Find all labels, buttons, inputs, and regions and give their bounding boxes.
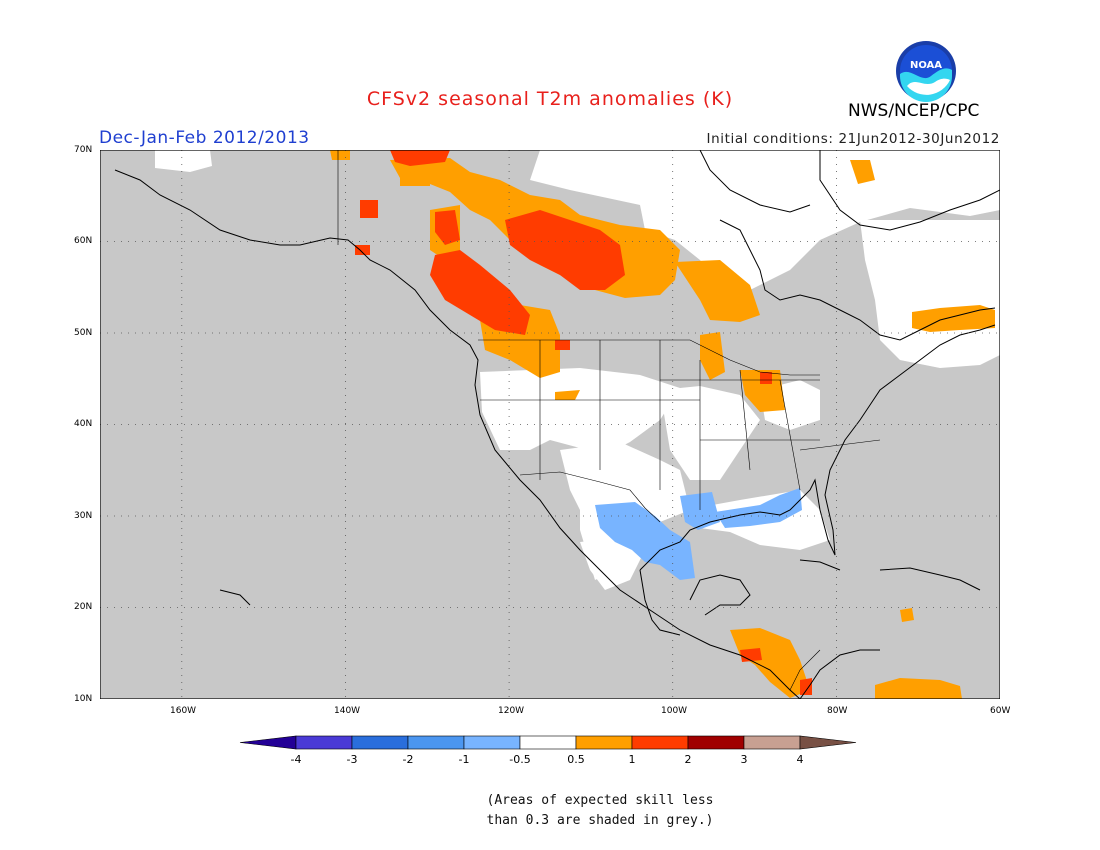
lon-label-60w: 60W (990, 706, 1011, 716)
colorbar-segment (295, 735, 353, 750)
colorbar-label: -0.5 (509, 753, 530, 766)
lon-label-80w: 80W (827, 706, 848, 716)
colorbar-label: 1 (629, 753, 636, 766)
colorbar-label: -2 (403, 753, 414, 766)
colorbar-segment (519, 735, 577, 750)
graticule (100, 150, 1000, 699)
initial-conditions: Initial conditions: 21Jun2012-30Jun2012 (706, 131, 1000, 147)
political-borders (337, 150, 881, 691)
red-orange-regions (355, 150, 812, 695)
colorbar-segment (631, 735, 689, 750)
lon-label-120w: 120W (498, 706, 525, 716)
colorbar-segment (463, 735, 521, 750)
colorbar-arrow-left (239, 735, 297, 750)
colorbar-label: 4 (797, 753, 804, 766)
skill-note-line-1: (Areas of expected skill less (486, 793, 714, 808)
agency-label: NWS/NCEP/CPC (848, 101, 980, 121)
lat-label-30n: 30N (74, 511, 93, 521)
lat-label-10n: 10N (74, 694, 93, 704)
colorbar-label: -1 (459, 753, 470, 766)
lon-label-160w: 160W (170, 706, 197, 716)
coastlines (114, 150, 1000, 699)
colorbar-label: 2 (685, 753, 692, 766)
colorbar-segment (743, 735, 801, 750)
lon-label-140w: 140W (334, 706, 361, 716)
colorbar-segment (351, 735, 409, 750)
light-blue-regions (595, 488, 802, 580)
colorbar-arrow-right (799, 735, 857, 750)
lat-label-50n: 50N (74, 328, 93, 338)
lon-label-100w: 100W (661, 706, 688, 716)
lat-label-20n: 20N (74, 602, 93, 612)
colorbar-label: -4 (291, 753, 302, 766)
colorbar-label: 0.5 (567, 753, 585, 766)
logo-text: NOAA (910, 60, 942, 71)
colorbar-segment (575, 735, 633, 750)
map-title: CFSv2 seasonal T2m anomalies (K) (366, 88, 734, 110)
colorbar-label: 3 (741, 753, 748, 766)
colorbar-label: -3 (347, 753, 358, 766)
colorbar-segment (687, 735, 745, 750)
lat-label-70n: 70N (74, 145, 93, 155)
noaa-logo: NOAA (896, 41, 956, 102)
colorbar-segment (407, 735, 465, 750)
skill-note: (Areas of expected skill less than 0.3 a… (470, 791, 730, 831)
forecast-period: Dec-Jan-Feb 2012/2013 (99, 128, 310, 148)
lat-label-60n: 60N (74, 236, 93, 246)
skill-note-line-2: than 0.3 are shaded in grey.) (486, 813, 714, 828)
lat-label-40n: 40N (74, 419, 93, 429)
anomaly-map (100, 150, 1000, 699)
color-legend: -4 -3 -2 -1 -0.5 0.5 1 2 3 4 (239, 735, 857, 766)
